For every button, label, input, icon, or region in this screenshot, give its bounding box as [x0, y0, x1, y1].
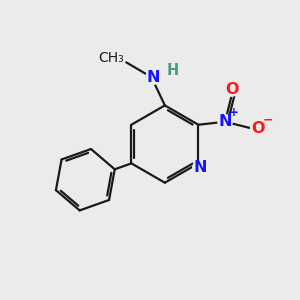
Text: N: N: [193, 160, 207, 175]
Text: CH₃: CH₃: [98, 51, 124, 65]
Text: N: N: [218, 114, 232, 129]
Text: +: +: [229, 106, 238, 119]
Text: −: −: [262, 113, 273, 127]
Text: N: N: [146, 70, 160, 85]
Text: H: H: [166, 63, 178, 78]
Circle shape: [146, 70, 160, 84]
Text: O: O: [251, 121, 265, 136]
Circle shape: [193, 161, 207, 175]
Circle shape: [250, 121, 265, 135]
Text: O: O: [225, 82, 238, 97]
Circle shape: [224, 82, 239, 96]
Circle shape: [218, 115, 232, 129]
